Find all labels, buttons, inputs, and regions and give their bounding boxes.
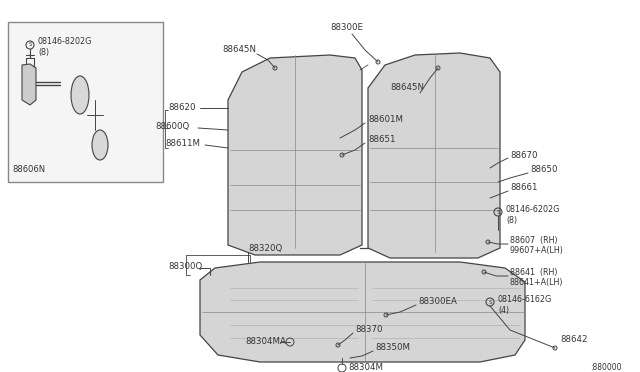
Text: 88600Q: 88600Q	[155, 122, 189, 131]
Text: 99607+A(LH): 99607+A(LH)	[510, 246, 564, 254]
Text: S: S	[496, 209, 500, 215]
Polygon shape	[200, 262, 525, 362]
Text: 88641  (RH): 88641 (RH)	[510, 267, 557, 276]
Text: 88651: 88651	[368, 135, 396, 144]
Text: 88320Q: 88320Q	[248, 244, 282, 253]
Text: 88370: 88370	[355, 326, 383, 334]
Text: 88661: 88661	[510, 183, 538, 192]
Text: 08146-6162G: 08146-6162G	[498, 295, 552, 305]
Text: (8): (8)	[506, 215, 517, 224]
Polygon shape	[368, 53, 500, 258]
Text: :880000: :880000	[590, 363, 621, 372]
Text: 88350M: 88350M	[375, 343, 410, 353]
Text: 88607  (RH): 88607 (RH)	[510, 235, 557, 244]
Text: 08146-6202G: 08146-6202G	[506, 205, 561, 215]
Text: S: S	[488, 299, 492, 305]
Text: S: S	[28, 42, 32, 48]
Text: 88300Q: 88300Q	[168, 262, 202, 270]
Polygon shape	[22, 64, 36, 105]
Text: 88601M: 88601M	[368, 115, 403, 125]
Text: 88606N: 88606N	[12, 166, 45, 174]
Text: 88611M: 88611M	[165, 140, 200, 148]
Bar	[8, 22, 163, 182]
Text: 88304MA: 88304MA	[245, 337, 286, 346]
Text: (4): (4)	[498, 305, 509, 314]
Ellipse shape	[92, 130, 108, 160]
Text: 88620: 88620	[168, 103, 195, 112]
Text: 88645N: 88645N	[222, 45, 256, 55]
Text: 88304M: 88304M	[348, 363, 383, 372]
Text: 88650: 88650	[530, 166, 557, 174]
Ellipse shape	[71, 76, 89, 114]
Text: 88645N: 88645N	[390, 83, 424, 93]
Text: 88300E: 88300E	[330, 23, 363, 32]
Text: 88300EA: 88300EA	[418, 298, 457, 307]
Text: 88670: 88670	[510, 151, 538, 160]
Text: 88642: 88642	[560, 336, 588, 344]
Text: 08146-8202G: 08146-8202G	[38, 38, 92, 46]
Polygon shape	[228, 55, 362, 255]
Text: 88641+A(LH): 88641+A(LH)	[510, 278, 563, 286]
Text: (8): (8)	[38, 48, 49, 57]
